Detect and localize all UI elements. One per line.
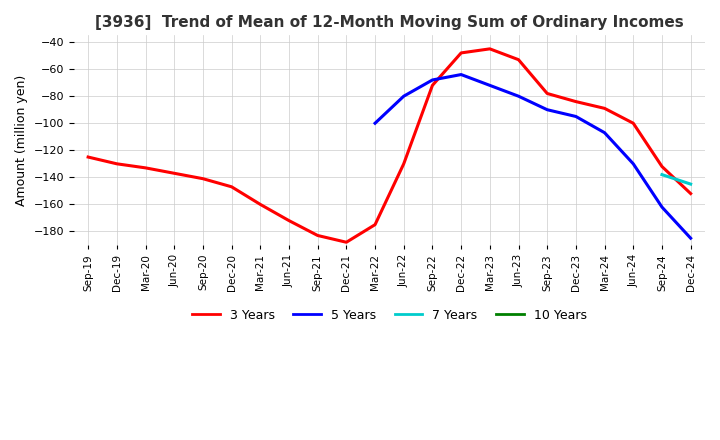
5 Years xyxy=(428,77,437,83)
5 Years xyxy=(543,107,552,112)
3 Years xyxy=(170,171,179,176)
3 Years xyxy=(543,91,552,96)
Line: 5 Years: 5 Years xyxy=(375,74,690,238)
3 Years xyxy=(112,161,121,166)
3 Years xyxy=(84,154,92,160)
Title: [3936]  Trend of Mean of 12-Month Moving Sum of Ordinary Incomes: [3936] Trend of Mean of 12-Month Moving … xyxy=(95,15,684,30)
3 Years xyxy=(371,222,379,227)
3 Years xyxy=(514,57,523,62)
3 Years xyxy=(686,191,695,196)
3 Years xyxy=(313,233,322,238)
Line: 3 Years: 3 Years xyxy=(88,49,690,242)
3 Years xyxy=(428,83,437,88)
3 Years xyxy=(572,99,580,104)
3 Years xyxy=(400,161,408,166)
7 Years xyxy=(657,172,666,177)
3 Years xyxy=(228,184,236,190)
Line: 7 Years: 7 Years xyxy=(662,175,690,184)
3 Years xyxy=(342,240,351,245)
5 Years xyxy=(514,94,523,99)
3 Years xyxy=(456,50,465,55)
3 Years xyxy=(141,165,150,171)
7 Years xyxy=(686,181,695,187)
5 Years xyxy=(629,161,638,166)
Legend: 3 Years, 5 Years, 7 Years, 10 Years: 3 Years, 5 Years, 7 Years, 10 Years xyxy=(187,304,592,327)
5 Years xyxy=(485,83,494,88)
5 Years xyxy=(657,205,666,210)
5 Years xyxy=(371,121,379,126)
Y-axis label: Amount (million yen): Amount (million yen) xyxy=(15,74,28,206)
5 Years xyxy=(686,235,695,241)
3 Years xyxy=(657,164,666,169)
3 Years xyxy=(600,106,609,111)
3 Years xyxy=(199,176,207,181)
5 Years xyxy=(600,130,609,136)
3 Years xyxy=(629,121,638,126)
5 Years xyxy=(572,114,580,119)
3 Years xyxy=(256,202,264,207)
5 Years xyxy=(400,94,408,99)
3 Years xyxy=(485,46,494,51)
5 Years xyxy=(456,72,465,77)
3 Years xyxy=(284,218,293,223)
